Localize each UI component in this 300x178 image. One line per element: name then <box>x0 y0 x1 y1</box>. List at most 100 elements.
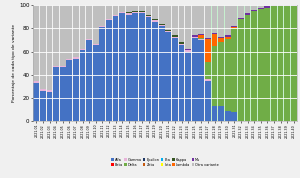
Bar <box>112 5 118 15</box>
Bar <box>46 90 52 92</box>
Bar <box>146 15 152 16</box>
Bar <box>212 33 218 34</box>
Bar <box>198 34 204 35</box>
Bar <box>185 52 191 121</box>
Bar <box>258 9 264 121</box>
Bar <box>99 27 105 121</box>
Bar <box>126 4 132 12</box>
Bar <box>73 59 79 121</box>
Bar <box>93 43 99 45</box>
Bar <box>205 79 211 80</box>
Bar <box>86 39 92 40</box>
Bar <box>225 111 231 121</box>
Bar <box>218 36 224 38</box>
Bar <box>132 12 138 14</box>
Bar <box>251 10 257 11</box>
Bar <box>284 5 290 7</box>
Bar <box>159 26 165 121</box>
Bar <box>139 5 145 11</box>
Bar <box>165 30 171 31</box>
Bar <box>126 15 132 121</box>
Bar <box>291 7 297 121</box>
Bar <box>185 49 191 51</box>
Bar <box>165 32 171 121</box>
Bar <box>146 17 152 121</box>
Bar <box>93 5 99 44</box>
Bar <box>119 14 125 121</box>
Bar <box>264 6 270 8</box>
Bar <box>192 35 198 37</box>
Bar <box>231 5 237 26</box>
Bar <box>119 5 125 12</box>
Bar <box>40 89 46 91</box>
Bar <box>212 46 218 106</box>
Bar <box>53 5 59 66</box>
Bar <box>178 43 184 45</box>
Bar <box>46 5 52 90</box>
Bar <box>258 5 264 8</box>
Bar <box>218 106 224 121</box>
Bar <box>159 25 165 26</box>
Bar <box>198 35 204 38</box>
Bar <box>178 45 184 121</box>
Bar <box>139 12 145 14</box>
Bar <box>66 5 72 59</box>
Bar <box>119 12 125 14</box>
Bar <box>231 112 237 121</box>
Bar <box>93 45 99 121</box>
Bar <box>192 36 198 38</box>
Bar <box>139 11 145 12</box>
Bar <box>178 5 184 42</box>
Bar <box>198 5 204 34</box>
Bar <box>212 106 218 121</box>
Bar <box>132 14 138 121</box>
Bar <box>278 5 284 7</box>
Bar <box>172 36 178 38</box>
Bar <box>185 5 191 49</box>
Bar <box>172 35 178 37</box>
Bar <box>278 7 284 121</box>
Bar <box>126 14 132 15</box>
Bar <box>106 5 112 19</box>
Bar <box>60 67 66 121</box>
Bar <box>212 34 218 46</box>
Y-axis label: Porcentaje de cada tipo de variante: Porcentaje de cada tipo de variante <box>12 24 16 102</box>
Bar <box>46 92 52 121</box>
Bar <box>284 7 290 121</box>
Bar <box>218 42 224 106</box>
Bar <box>60 66 66 67</box>
Bar <box>264 5 270 7</box>
Bar <box>33 83 39 121</box>
Bar <box>152 5 158 19</box>
Bar <box>218 5 224 37</box>
Bar <box>205 39 211 62</box>
Bar <box>159 5 165 24</box>
Bar <box>238 18 244 19</box>
Bar <box>112 16 118 121</box>
Bar <box>238 5 244 18</box>
Bar <box>152 22 158 121</box>
Bar <box>271 7 277 121</box>
Bar <box>40 91 46 121</box>
Bar <box>53 66 59 67</box>
Bar <box>132 5 138 11</box>
Bar <box>225 39 231 111</box>
Bar <box>225 35 231 37</box>
Bar <box>53 67 59 121</box>
Legend: Alfa, Beta, Gamma, Delta, Epsilon, Zeta, Eta, Iota, Kappa, Lambda, Mu, Otra vari: Alfa, Beta, Gamma, Delta, Epsilon, Zeta,… <box>111 158 219 167</box>
Bar <box>244 5 250 14</box>
Bar <box>244 14 250 15</box>
Bar <box>271 5 277 7</box>
Bar <box>152 20 158 22</box>
Bar <box>139 14 145 121</box>
Bar <box>225 37 231 39</box>
Bar <box>231 27 237 28</box>
Bar <box>165 31 171 32</box>
Bar <box>106 20 112 121</box>
Bar <box>218 38 224 42</box>
Bar <box>238 19 244 121</box>
Bar <box>212 5 218 33</box>
Bar <box>80 5 85 49</box>
Bar <box>165 5 171 30</box>
Bar <box>211 5 297 121</box>
